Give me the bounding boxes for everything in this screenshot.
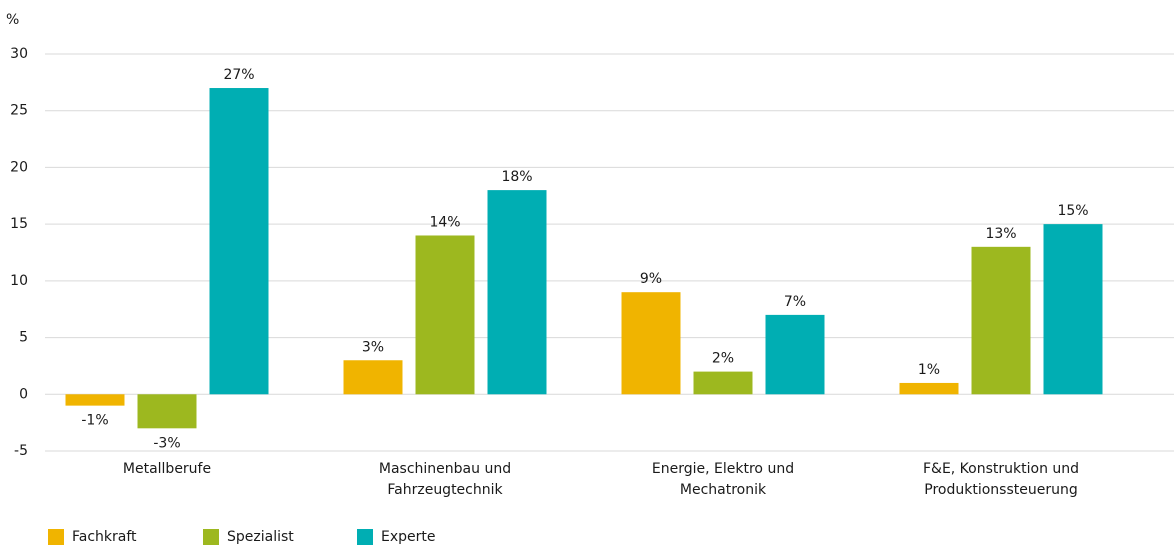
y-tick-label: 25 bbox=[10, 103, 28, 119]
data-label: 14% bbox=[429, 214, 460, 230]
y-tick-label: 15 bbox=[10, 216, 28, 232]
legend-label: Spezialist bbox=[227, 529, 294, 545]
data-label: 2% bbox=[712, 351, 734, 367]
y-tick-label: 30 bbox=[10, 46, 28, 62]
bar bbox=[971, 246, 1031, 395]
y-tick-label: -5 bbox=[14, 443, 28, 459]
bar bbox=[343, 360, 403, 395]
legend-swatch bbox=[203, 529, 219, 545]
bar bbox=[1043, 224, 1103, 395]
legend-swatch bbox=[48, 529, 64, 545]
bar bbox=[621, 292, 681, 395]
data-label: -1% bbox=[81, 413, 108, 429]
y-unit: % bbox=[6, 12, 19, 28]
x-tick-label: Energie, Elektro und Mechatronik bbox=[652, 461, 794, 498]
data-label: 15% bbox=[1057, 203, 1088, 219]
data-label: 3% bbox=[362, 339, 384, 355]
bar bbox=[137, 394, 197, 429]
y-tick-label: 0 bbox=[19, 386, 28, 402]
bar bbox=[415, 235, 475, 395]
x-tick-label: Maschinenbau und Fahrzeugtechnik bbox=[379, 461, 511, 498]
y-tick-label: 10 bbox=[10, 273, 28, 289]
bar bbox=[65, 394, 125, 406]
y-tick-label: 20 bbox=[10, 159, 28, 175]
legend-label: Experte bbox=[381, 529, 436, 545]
data-label: 1% bbox=[918, 362, 940, 378]
data-label: 18% bbox=[501, 169, 532, 185]
data-label: 9% bbox=[640, 271, 662, 287]
bar bbox=[899, 382, 959, 395]
data-label: 13% bbox=[985, 226, 1016, 242]
bar bbox=[209, 88, 269, 395]
data-label: 27% bbox=[223, 67, 254, 83]
x-tick-label: F&E, Konstruktion und Produktionssteuerun… bbox=[923, 461, 1079, 498]
bar bbox=[487, 190, 547, 395]
legend-label: Fachkraft bbox=[72, 529, 137, 545]
y-tick-label: 5 bbox=[19, 330, 28, 346]
data-label: -3% bbox=[153, 435, 180, 451]
legend-swatch bbox=[357, 529, 373, 545]
x-tick-label: Metallberufe bbox=[123, 461, 211, 477]
data-label: 7% bbox=[784, 294, 806, 310]
bar bbox=[765, 314, 825, 395]
bar bbox=[693, 371, 753, 395]
